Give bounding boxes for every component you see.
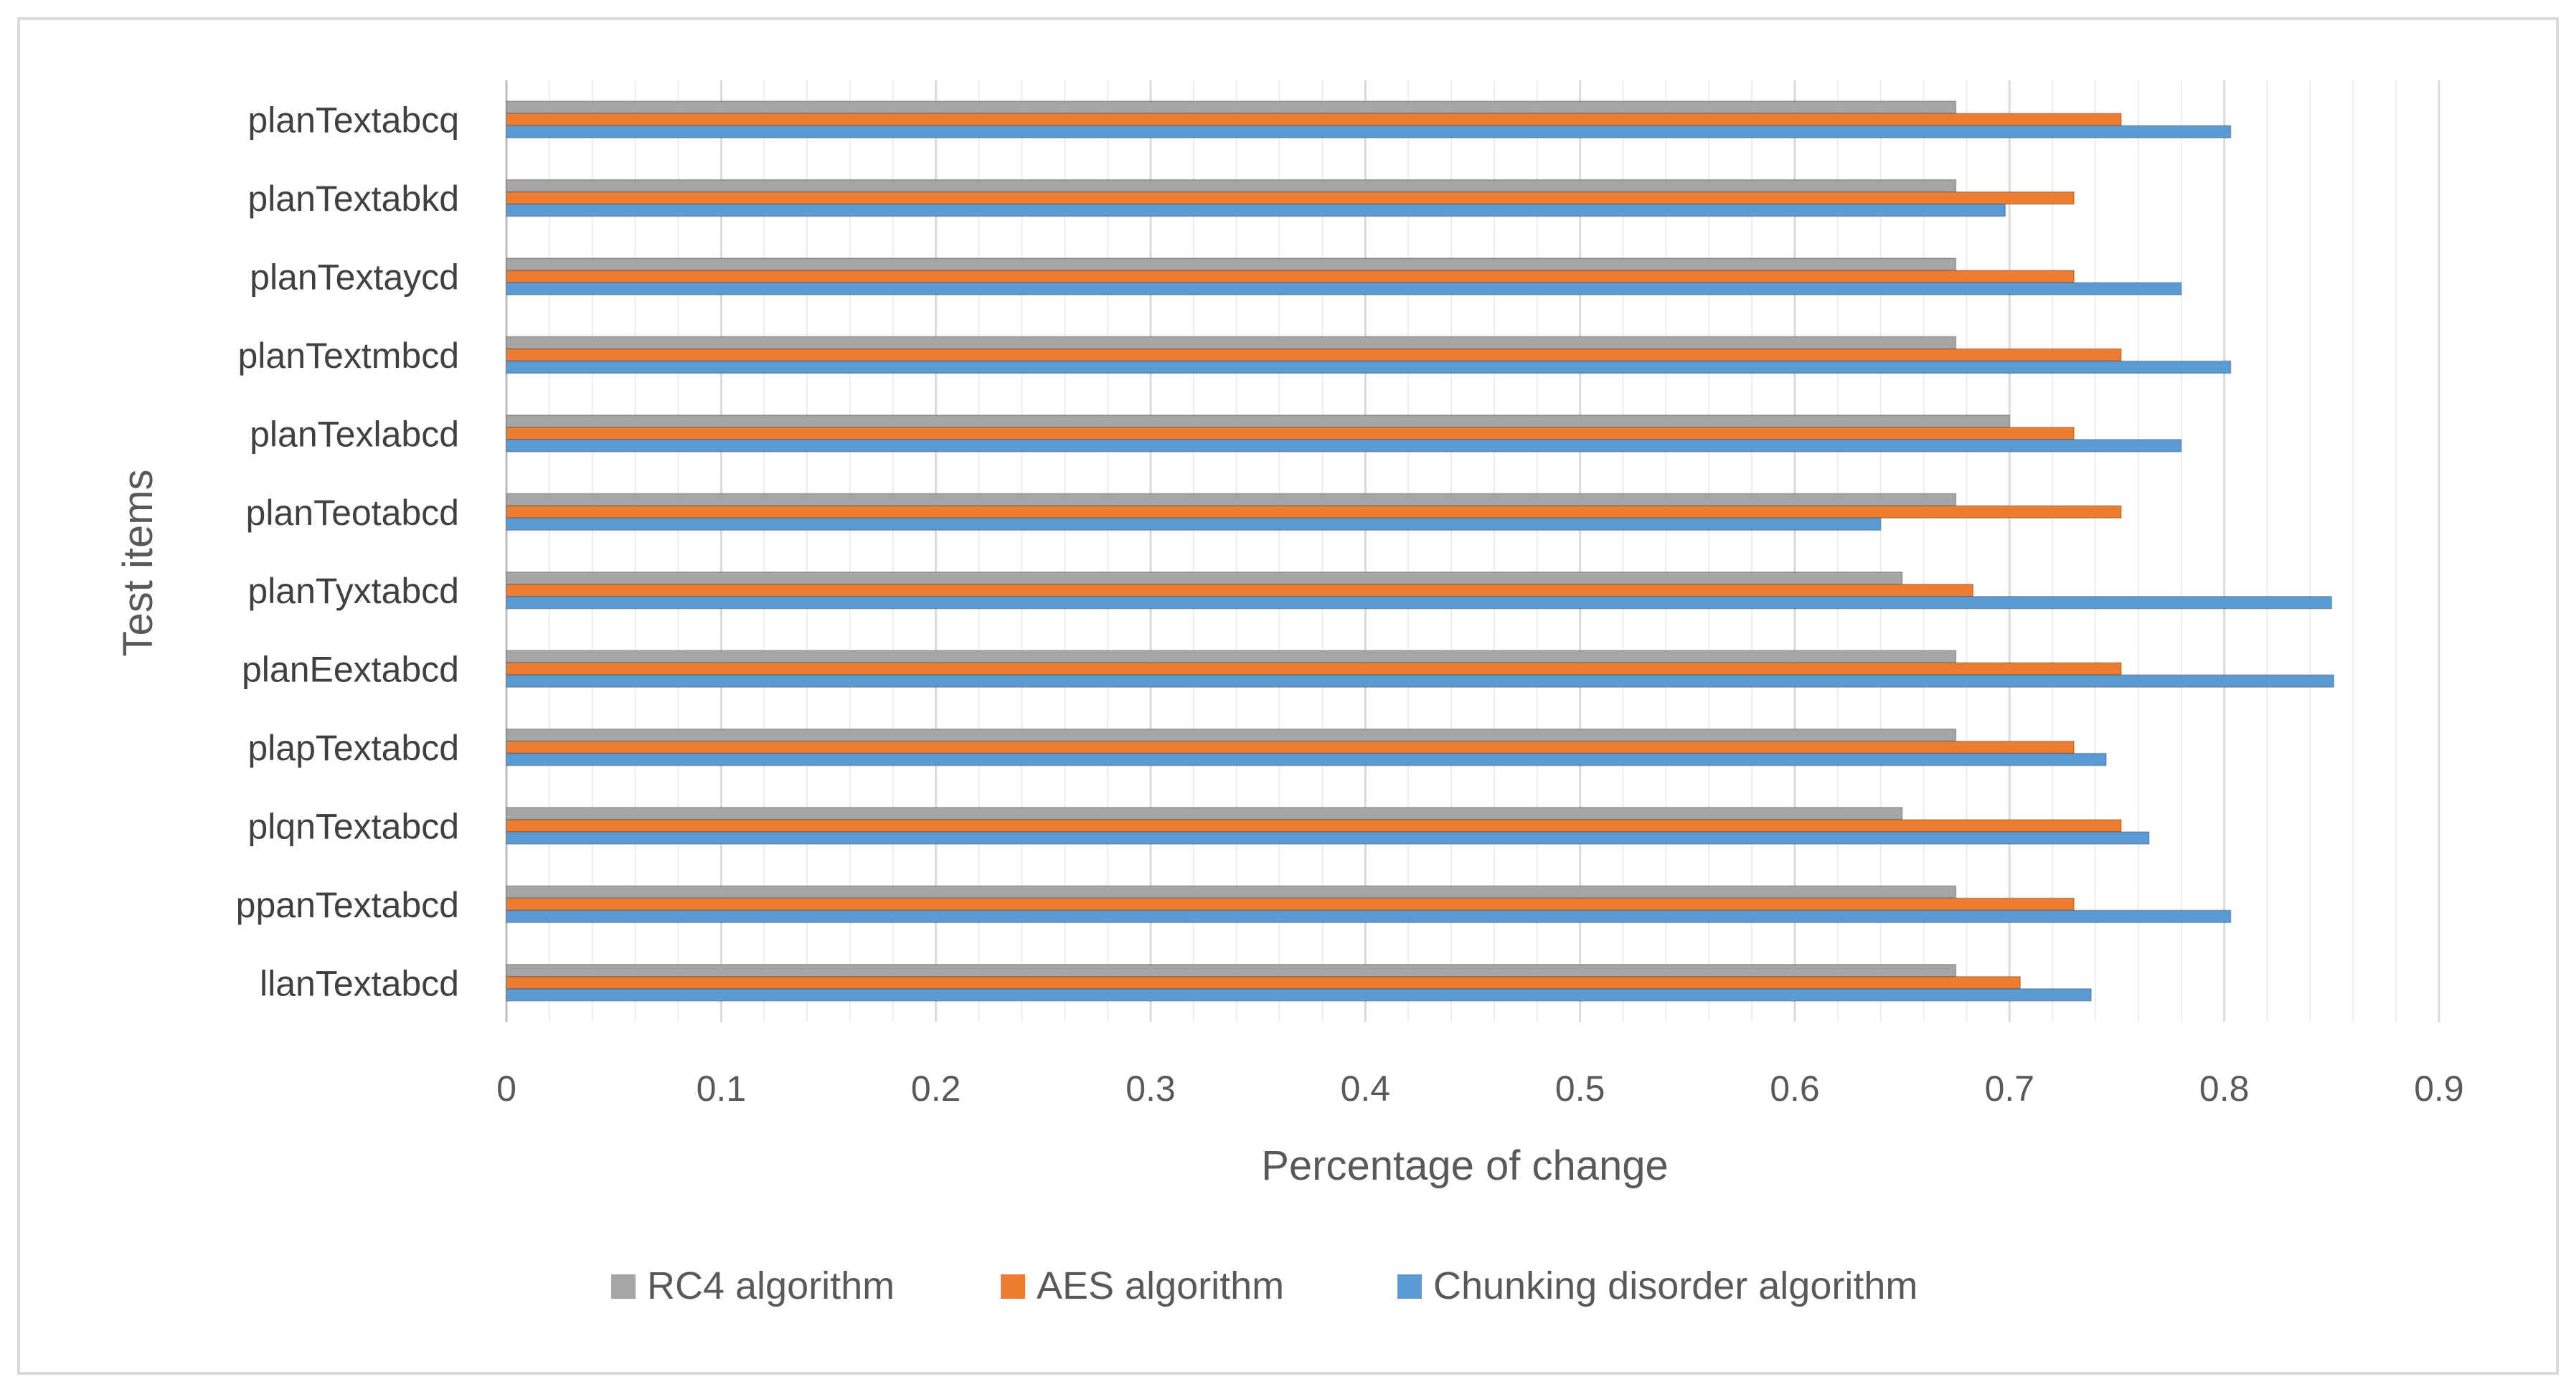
category-label: planTextabkd [247, 179, 459, 219]
category-label: ppanTextabcd [236, 885, 459, 925]
bar-chunking [506, 203, 2006, 217]
gridlines [505, 80, 2440, 1022]
bar-chunking [506, 909, 2232, 924]
bar-aes [506, 113, 2122, 126]
x-tick-label: 0.5 [1555, 1069, 1605, 1109]
bar-rc4 [506, 257, 1957, 271]
x-tick-label: 0.3 [1126, 1069, 1176, 1109]
category-label: plapTextabcd [247, 728, 459, 768]
x-tick-label: 0.8 [2199, 1069, 2250, 1109]
bar-rc4 [506, 336, 1957, 350]
x-tick-label: 0.2 [911, 1069, 961, 1109]
bar-rc4 [506, 728, 1957, 742]
bar-chunking [506, 282, 2182, 295]
bar-rc4 [506, 964, 1957, 977]
bars [506, 100, 2335, 1002]
y-axis-title: Test items [115, 469, 161, 656]
legend-swatch [611, 1274, 636, 1299]
bar-aes [506, 819, 2122, 833]
legend-label: Chunking disorder algorithm [1433, 1264, 1917, 1307]
bar-aes [506, 270, 2075, 283]
bar-chunking [506, 988, 2092, 1002]
bar-chunking [506, 595, 2333, 610]
x-tick-label: 0.9 [2414, 1069, 2464, 1109]
legend-swatch [1397, 1274, 1422, 1299]
x-axis-title: Percentage of change [1261, 1142, 1669, 1189]
chart-frame [17, 17, 2559, 1375]
bar-rc4 [506, 807, 1903, 820]
bar-rc4 [506, 179, 1957, 193]
category-label: llanTextabcd [260, 963, 459, 1003]
bar-chunking [506, 439, 2182, 453]
bar-rc4 [506, 885, 1957, 899]
bar-aes [506, 976, 2021, 990]
bar-rc4 [506, 100, 1957, 114]
bar-aes [506, 583, 1974, 597]
bar-aes [506, 740, 2075, 754]
legend-label: AES algorithm [1037, 1264, 1284, 1307]
bar-aes [506, 662, 2122, 676]
legend: RC4 algorithm AES algorithm Chunking disor… [611, 1264, 1917, 1307]
category-label: planTextaycd [250, 257, 459, 298]
category-label: planTyxtabcd [247, 571, 459, 611]
bar-chunking [506, 752, 2107, 767]
bar-chunking [506, 360, 2232, 374]
category-label: planEextabcd [242, 650, 459, 690]
category-label: planTextabcq [247, 100, 459, 141]
category-label: planTeotabcd [246, 493, 459, 533]
x-tick-label: 0.1 [697, 1069, 747, 1109]
category-label: planTexlabcd [250, 414, 459, 454]
x-tick-label: 0 [496, 1069, 516, 1109]
x-tick-label: 0.7 [1985, 1069, 2035, 1109]
bar-aes [506, 505, 2122, 519]
category-label: plqnTextabcd [247, 806, 459, 846]
bar-rc4 [506, 650, 1957, 663]
bar-aes [506, 348, 2122, 362]
bar-aes [506, 427, 2075, 440]
bar-rc4 [506, 571, 1903, 585]
bar-rc4 [506, 493, 1957, 507]
category-label: planTextmbcd [238, 336, 460, 376]
x-tick-label: 0.6 [1770, 1069, 1820, 1109]
bar-chunking [506, 125, 2232, 138]
x-tick-labels: 0 0.1 0.2 0.3 0.4 0.5 0.6 0.7 0.8 0.9 [496, 1069, 2464, 1109]
x-tick-label: 0.4 [1341, 1069, 1391, 1109]
bar-aes [506, 191, 2075, 205]
bar-aes [506, 897, 2075, 912]
bar-chunking [506, 831, 2150, 845]
legend-swatch [1001, 1274, 1025, 1299]
bar-chunking [506, 517, 1882, 531]
legend-label: RC4 algorithm [647, 1264, 895, 1307]
bar-chunking [506, 674, 2335, 688]
category-labels: llanTextabcd ppanTextabcd plqnTextabcd plap… [236, 100, 459, 1004]
bar-rc4 [506, 415, 2011, 428]
